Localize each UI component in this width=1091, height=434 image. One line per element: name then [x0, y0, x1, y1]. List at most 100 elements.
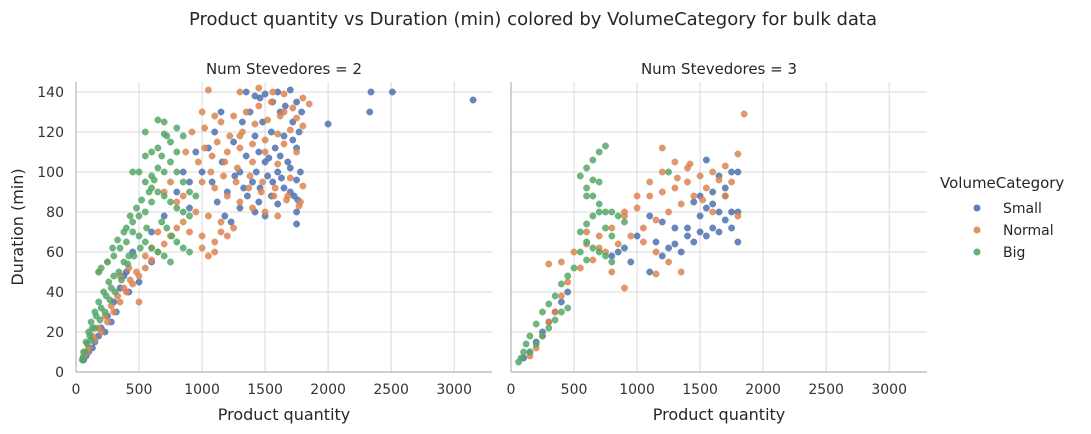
scatter-point — [671, 184, 679, 192]
scatter-point — [280, 132, 288, 140]
scatter-point — [204, 86, 212, 94]
scatter-point — [696, 228, 704, 236]
scatter-point — [221, 158, 229, 166]
scatter-point — [276, 152, 284, 160]
series-big — [78, 116, 200, 364]
scatter-point — [658, 144, 666, 152]
scatter-point — [236, 132, 244, 140]
scatter-point — [129, 228, 137, 236]
scatter-point — [293, 98, 300, 106]
scatter-point — [576, 228, 584, 236]
scatter-point — [267, 98, 275, 106]
y-tick-label: 120 — [37, 125, 64, 141]
scatter-point — [728, 178, 735, 186]
scatter-point — [734, 168, 742, 176]
scatter-point — [223, 232, 231, 240]
scatter-point — [589, 212, 597, 220]
scatter-point — [111, 288, 119, 296]
scatter-point — [539, 308, 546, 316]
scatter-point — [269, 178, 277, 186]
scatter-point — [545, 300, 553, 308]
scatter-point — [148, 198, 156, 206]
scatter-point — [261, 90, 269, 98]
series-small — [80, 86, 477, 364]
scatter-point — [148, 244, 156, 252]
scatter-point — [167, 178, 174, 186]
scatter-point — [558, 308, 565, 316]
scatter-point — [608, 224, 616, 232]
x-tick-label: 3000 — [436, 382, 472, 398]
scatter-point — [545, 318, 553, 326]
scatter-point — [734, 212, 742, 220]
scatter-point — [251, 120, 259, 128]
scatter-point — [255, 84, 263, 92]
scatter-point — [173, 238, 181, 246]
scatter-point — [154, 228, 162, 236]
scatter-point — [79, 354, 87, 362]
scatter-point — [608, 268, 616, 276]
scatter-point — [589, 244, 597, 252]
scatter-point — [95, 268, 103, 276]
scatter-point — [211, 112, 219, 120]
scatter-point — [665, 244, 672, 252]
scatter-point — [261, 208, 269, 216]
scatter-point — [186, 248, 193, 256]
scatter-point — [186, 204, 193, 212]
y-axis-label: Duration (min) — [8, 168, 27, 285]
scatter-point — [173, 148, 181, 156]
scatter-point — [230, 138, 238, 146]
scatter-point — [388, 88, 396, 96]
scatter-point — [217, 118, 225, 126]
scatter-point — [589, 176, 597, 184]
scatter-point — [658, 168, 666, 176]
scatter-point — [595, 178, 603, 186]
scatter-point — [269, 88, 277, 96]
scatter-point — [740, 110, 748, 118]
scatter-point — [671, 240, 679, 248]
scatter-point — [150, 176, 158, 184]
scatter-point — [734, 238, 742, 246]
series-small — [520, 156, 742, 362]
scatter-point — [703, 156, 710, 164]
scatter-point — [614, 240, 622, 248]
scatter-point — [583, 184, 590, 192]
scatter-point — [213, 198, 221, 206]
scatter-point — [564, 304, 572, 312]
scatter-point — [255, 148, 263, 156]
scatter-point — [299, 182, 307, 190]
x-tick-label: 2500 — [808, 382, 844, 398]
scatter-point — [126, 212, 134, 220]
scatter-point — [123, 238, 130, 246]
scatter-point — [526, 332, 534, 340]
scatter-point — [173, 204, 181, 212]
scatter-point — [226, 132, 234, 140]
scatter-point — [721, 192, 729, 200]
y-tick-label: 0 — [55, 365, 64, 381]
scatter-point — [602, 224, 609, 232]
scatter-point — [135, 212, 143, 220]
scatter-point — [158, 218, 166, 226]
scatter-point — [671, 158, 679, 166]
scatter-point — [677, 200, 685, 208]
scatter-point — [728, 168, 735, 176]
scatter-point — [252, 168, 260, 176]
scatter-point — [179, 178, 187, 186]
scatter-point — [148, 256, 156, 264]
scatter-point — [280, 140, 288, 148]
scatter-point — [186, 178, 193, 186]
scatter-point — [665, 208, 672, 216]
scatter-point — [646, 212, 654, 220]
x-tick-label: 2500 — [373, 382, 409, 398]
scatter-point — [551, 316, 559, 324]
scatter-point — [595, 200, 603, 208]
scatter-point — [583, 164, 590, 172]
scatter-point — [564, 278, 572, 286]
scatter-point — [602, 208, 609, 216]
scatter-point — [141, 238, 149, 246]
scatter-point — [640, 224, 647, 232]
scatter-point — [703, 204, 710, 212]
scatter-point — [213, 138, 221, 146]
x-tick-label: 500 — [561, 382, 588, 398]
scatter-point — [709, 168, 717, 176]
